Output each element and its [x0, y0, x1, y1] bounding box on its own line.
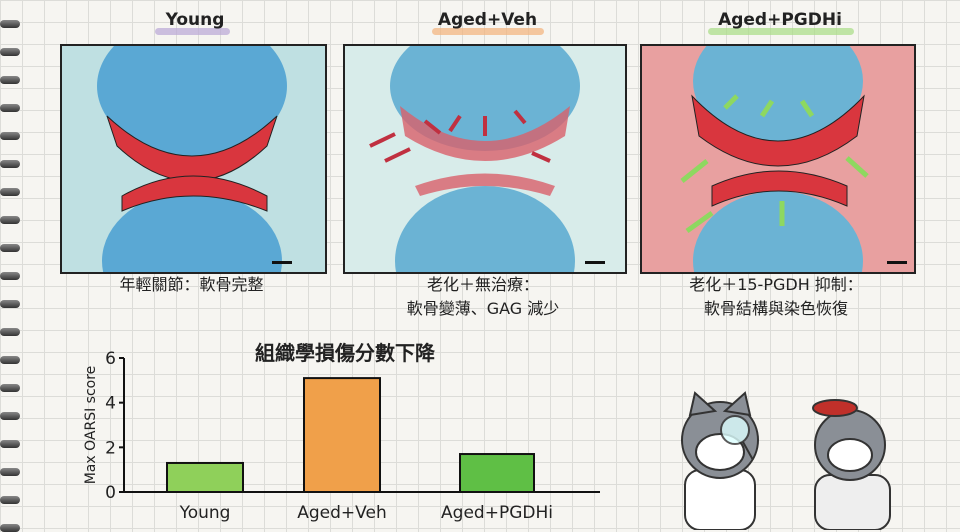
- binding-ring: [0, 272, 20, 280]
- binding-ring: [0, 188, 20, 196]
- binding-ring: [0, 20, 20, 28]
- caption-aged-pgdhi: 老化＋15-PGDH 抑制： 軟骨結構與染色恢復: [640, 273, 912, 321]
- binding-ring: [0, 440, 20, 448]
- caption-line: 老化＋15-PGDH 抑制：: [689, 275, 863, 294]
- y-tick-label: 6: [105, 349, 116, 369]
- panel-title-aged-veh: Aged+Veh: [437, 10, 538, 30]
- caption-line: 年輕關節：軟骨完整: [119, 275, 264, 294]
- bar-aged-pgdhi: [459, 453, 535, 493]
- binding-ring: [0, 216, 20, 224]
- binding-ring: [0, 48, 20, 56]
- x-tick-label: Aged+PGDHi: [441, 503, 553, 523]
- binding-ring: [0, 244, 20, 252]
- binding-ring: [0, 76, 20, 84]
- histology-image-aged-pgdhi: [640, 44, 916, 274]
- caption-young: 年輕關節：軟骨完整: [60, 273, 323, 297]
- caption-aged-veh: 老化＋無治療： 軟骨變薄、GAG 減少: [343, 273, 623, 321]
- binding-ring: [0, 160, 20, 168]
- binding-ring: [0, 524, 20, 532]
- title-highlight: [155, 28, 230, 35]
- bar-aged-veh: [303, 377, 381, 493]
- x-tick-label: Young: [179, 503, 231, 523]
- binding-ring: [0, 412, 20, 420]
- binding-ring: [0, 132, 20, 140]
- title-highlight: [432, 28, 544, 35]
- bar-young: [166, 461, 244, 493]
- binding-ring: [0, 328, 20, 336]
- chart-title: 組織學損傷分數下降: [255, 341, 436, 365]
- title-highlight: [708, 28, 854, 35]
- oarsi-bar-chart: 組織學損傷分數下降 Max OARSI score 0 2 4 6 Young Aged+…: [83, 341, 600, 523]
- cat-scientists-illustration: [681, 391, 891, 530]
- panel-title-aged-pgdhi: Aged+PGDHi: [718, 10, 842, 30]
- caption-line: 軟骨變薄、GAG 減少: [406, 299, 560, 318]
- caption-line: 老化＋無治療：: [426, 275, 539, 294]
- y-tick-label: 4: [105, 394, 116, 414]
- y-tick-label: 2: [105, 438, 116, 458]
- binding-ring: [0, 356, 20, 364]
- binding-ring: [0, 468, 20, 476]
- y-axis-label: Max OARSI score: [83, 366, 99, 485]
- binding-ring: [0, 104, 20, 112]
- caption-line: 軟骨結構與染色恢復: [703, 299, 848, 318]
- y-tick-label: 0: [105, 483, 116, 503]
- histology-image-aged-veh: [343, 44, 627, 274]
- binding-ring: [0, 300, 20, 308]
- panel-title-young: Young: [165, 10, 225, 30]
- histology-image-young: [60, 44, 327, 274]
- x-tick-label: Aged+Veh: [297, 503, 386, 523]
- binding-ring: [0, 384, 20, 392]
- binding-ring: [0, 496, 20, 504]
